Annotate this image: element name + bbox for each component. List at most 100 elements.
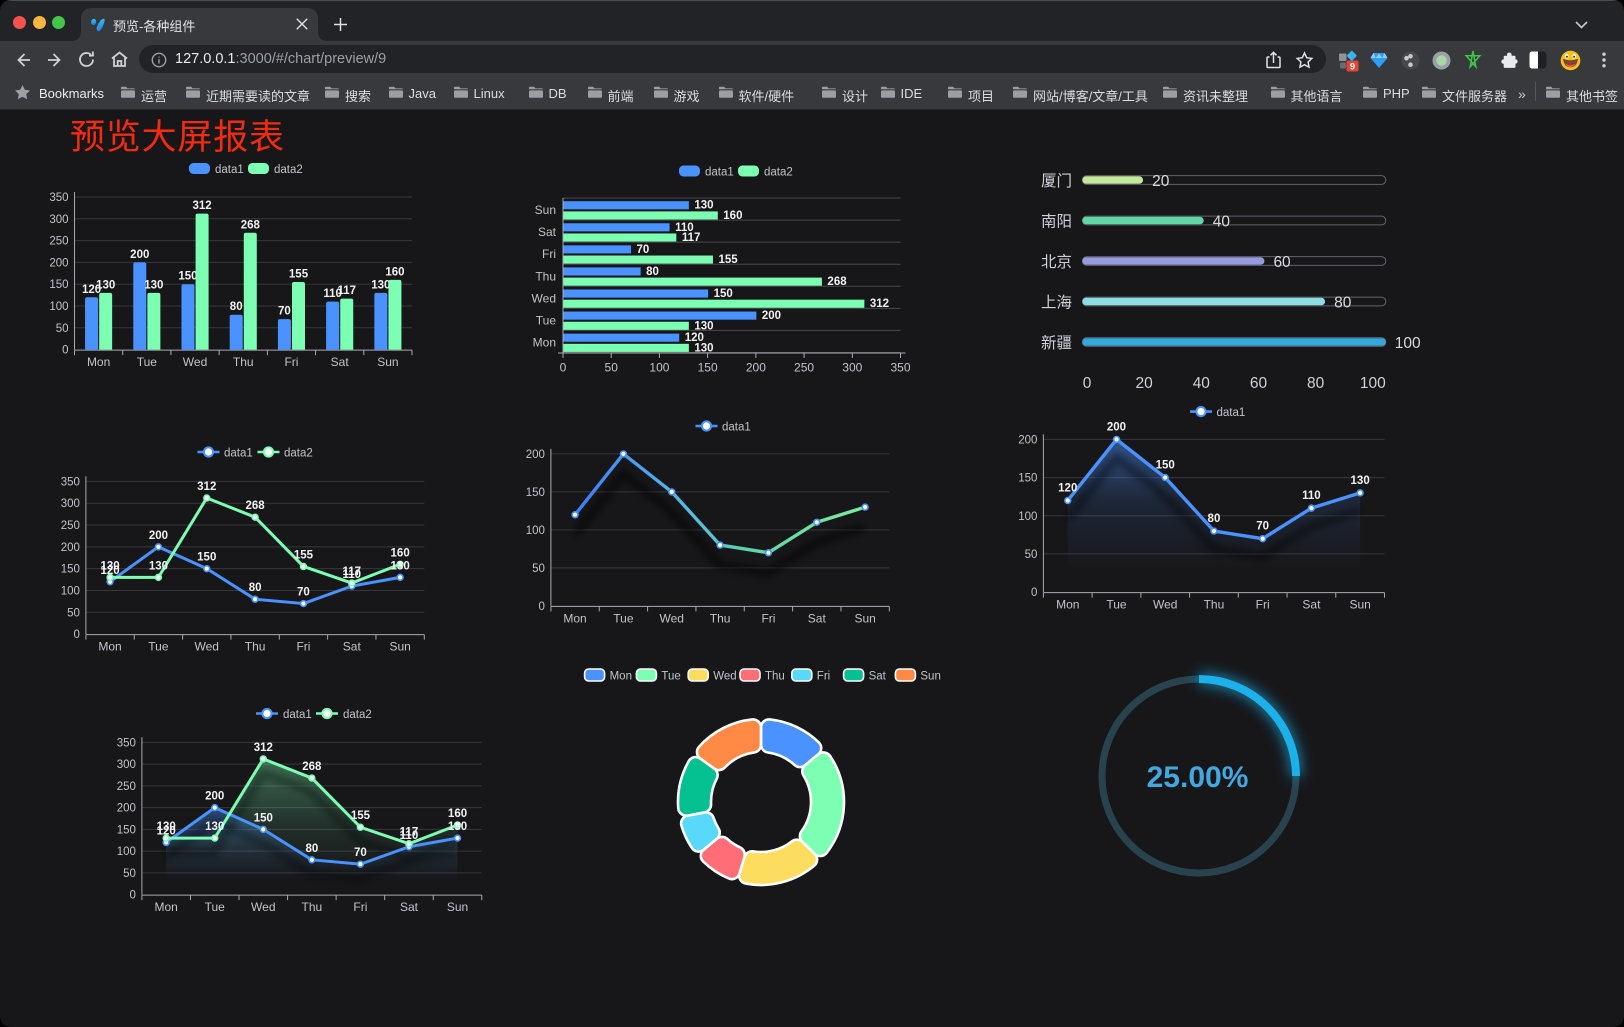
svg-text:Sun: Sun <box>854 611 875 625</box>
svg-text:60: 60 <box>1273 254 1291 271</box>
svg-text:130: 130 <box>694 200 713 212</box>
svg-text:9: 9 <box>1350 61 1355 72</box>
svg-text:312: 312 <box>870 298 889 310</box>
svg-text:data1: data1 <box>283 709 312 721</box>
svg-text:350: 350 <box>61 476 80 488</box>
svg-text:Wed: Wed <box>183 355 207 369</box>
svg-text:Thu: Thu <box>233 355 254 369</box>
svg-text:Fri: Fri <box>542 247 556 261</box>
svg-text:Sat: Sat <box>1302 598 1321 612</box>
svg-text:268: 268 <box>241 219 261 231</box>
svg-text:300: 300 <box>61 498 80 510</box>
svg-text:100: 100 <box>1360 375 1386 392</box>
svg-text:Sun: Sun <box>1349 598 1370 612</box>
svg-text:312: 312 <box>254 742 273 754</box>
svg-text:Sun: Sun <box>377 355 398 369</box>
svg-text:Fri: Fri <box>761 611 775 625</box>
svg-text:0: 0 <box>538 601 544 613</box>
svg-text:268: 268 <box>827 276 847 288</box>
svg-text:117: 117 <box>343 566 362 578</box>
svg-text:Mon: Mon <box>87 355 110 369</box>
svg-text:Mon: Mon <box>533 335 556 349</box>
svg-text:160: 160 <box>391 547 410 559</box>
svg-text:Sun: Sun <box>389 640 410 654</box>
svg-text:Sat: Sat <box>331 355 350 369</box>
svg-text:120: 120 <box>100 565 119 577</box>
svg-text:250: 250 <box>117 781 136 793</box>
svg-text:上海: 上海 <box>1041 294 1072 312</box>
svg-text:130: 130 <box>157 821 176 833</box>
svg-text:0: 0 <box>1083 375 1092 392</box>
svg-text:厦门: 厦门 <box>1041 172 1072 190</box>
svg-text:200: 200 <box>762 310 781 322</box>
svg-text:0: 0 <box>73 629 79 641</box>
svg-text:Tue: Tue <box>205 900 226 914</box>
svg-text:Thu: Thu <box>765 671 785 683</box>
svg-text:70: 70 <box>297 587 310 599</box>
svg-text:Tue: Tue <box>661 671 680 683</box>
svg-text:北京: 北京 <box>1041 253 1072 271</box>
svg-text:Tue: Tue <box>613 611 634 625</box>
svg-text:200: 200 <box>526 449 545 461</box>
svg-text:160: 160 <box>723 210 742 222</box>
svg-text:110: 110 <box>1302 490 1321 502</box>
svg-text:Sat: Sat <box>400 900 419 914</box>
svg-text:130: 130 <box>144 279 163 291</box>
svg-text:155: 155 <box>294 549 314 561</box>
svg-text:120: 120 <box>157 825 176 837</box>
svg-text:Wed: Wed <box>1153 598 1177 612</box>
svg-text:0: 0 <box>129 890 135 902</box>
svg-text:0: 0 <box>62 345 68 357</box>
svg-text:data2: data2 <box>343 709 372 721</box>
svg-text:200: 200 <box>1018 434 1037 446</box>
svg-text:Thu: Thu <box>535 269 556 283</box>
svg-text:Fri: Fri <box>296 640 310 654</box>
svg-text:Sat: Sat <box>869 671 887 683</box>
svg-text:data1: data1 <box>215 164 244 176</box>
svg-text:Mon: Mon <box>563 611 586 625</box>
svg-text:Tue: Tue <box>1106 598 1127 612</box>
svg-text:50: 50 <box>67 607 80 619</box>
svg-text:150: 150 <box>117 824 136 836</box>
svg-text:Mon: Mon <box>610 671 632 683</box>
svg-text:80: 80 <box>249 582 262 594</box>
svg-text:Fri: Fri <box>817 671 830 683</box>
svg-text:350: 350 <box>117 737 136 749</box>
svg-text:Wed: Wed <box>713 671 736 683</box>
svg-text:150: 150 <box>526 487 545 499</box>
svg-text:150: 150 <box>178 271 197 283</box>
svg-text:130: 130 <box>694 342 713 354</box>
svg-text:data2: data2 <box>274 164 303 176</box>
svg-text:50: 50 <box>56 323 69 335</box>
svg-text:100: 100 <box>526 525 545 537</box>
svg-text:80: 80 <box>1307 375 1325 392</box>
svg-text:150: 150 <box>714 288 733 300</box>
svg-text:100: 100 <box>61 585 80 597</box>
svg-text:Wed: Wed <box>532 291 556 305</box>
svg-text:80: 80 <box>1208 513 1221 525</box>
svg-text:100: 100 <box>49 301 68 313</box>
svg-text:Tue: Tue <box>536 313 557 327</box>
svg-text:250: 250 <box>61 520 80 532</box>
svg-text:130: 130 <box>391 560 410 572</box>
svg-text:160: 160 <box>448 808 467 820</box>
svg-text:150: 150 <box>197 552 216 564</box>
svg-text:250: 250 <box>794 361 814 375</box>
svg-text:Thu: Thu <box>245 640 266 654</box>
svg-text:Sat: Sat <box>343 640 362 654</box>
svg-text:Thu: Thu <box>710 611 731 625</box>
svg-text:Fri: Fri <box>353 900 367 914</box>
svg-text:25.00%: 25.00% <box>1147 761 1249 794</box>
svg-text:100: 100 <box>117 846 136 858</box>
svg-text:130: 130 <box>694 320 713 332</box>
svg-text:120: 120 <box>1058 482 1077 494</box>
svg-text:130: 130 <box>205 821 224 833</box>
svg-text:300: 300 <box>842 361 862 375</box>
svg-text:Sun: Sun <box>920 671 940 683</box>
svg-text:Thu: Thu <box>302 900 323 914</box>
svg-text:130: 130 <box>100 560 119 572</box>
svg-text:155: 155 <box>351 810 371 822</box>
svg-text:data2: data2 <box>284 448 313 460</box>
svg-text:150: 150 <box>61 564 80 576</box>
svg-text:200: 200 <box>205 791 224 803</box>
